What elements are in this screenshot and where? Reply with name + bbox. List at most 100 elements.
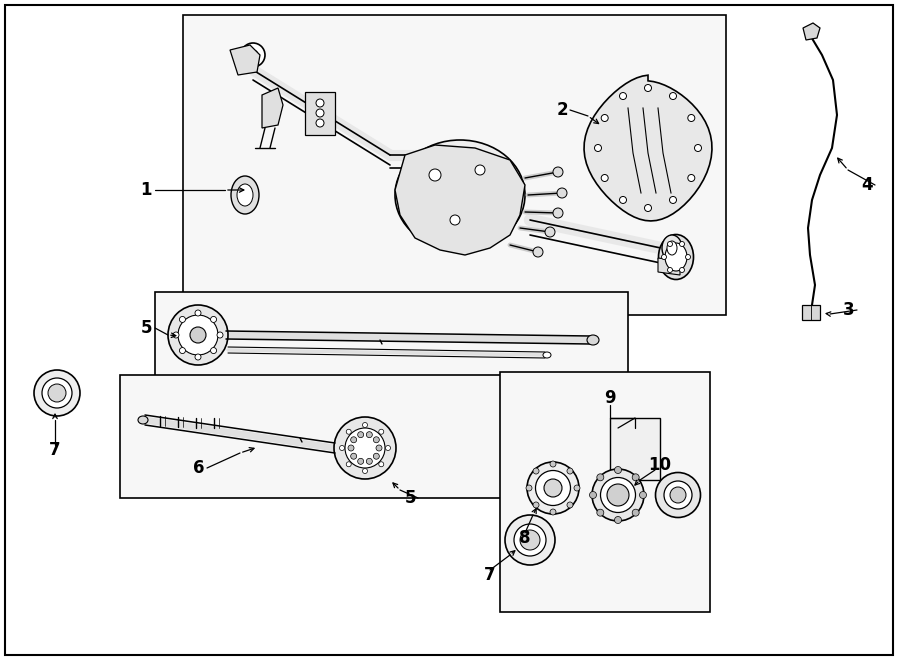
Ellipse shape [600,477,635,512]
Text: 4: 4 [861,176,873,194]
Circle shape [680,268,685,272]
Polygon shape [584,75,712,221]
Circle shape [316,109,324,117]
Circle shape [597,474,604,481]
Polygon shape [230,45,260,75]
Circle shape [173,332,179,338]
Circle shape [533,468,539,474]
Circle shape [379,429,383,434]
Circle shape [179,348,185,354]
Bar [500,372,710,612]
Ellipse shape [42,378,72,408]
Ellipse shape [168,305,228,365]
Circle shape [545,227,555,237]
Circle shape [670,196,677,204]
Circle shape [357,458,364,464]
Text: 10: 10 [649,456,671,474]
Circle shape [241,43,265,67]
Ellipse shape [670,487,686,503]
Circle shape [316,119,324,127]
Text: 5: 5 [404,489,416,507]
Circle shape [686,254,690,260]
Ellipse shape [237,184,253,206]
Polygon shape [262,88,283,128]
Circle shape [632,474,639,481]
Ellipse shape [527,462,579,514]
Circle shape [346,462,351,467]
Ellipse shape [514,524,546,556]
Text: 6: 6 [194,459,205,477]
Text: 7: 7 [484,566,496,584]
Polygon shape [803,23,820,40]
Ellipse shape [520,530,540,550]
Ellipse shape [395,140,525,250]
Circle shape [379,462,383,467]
Circle shape [357,432,364,438]
Ellipse shape [420,160,500,230]
Circle shape [553,208,563,218]
Circle shape [632,509,639,516]
Circle shape [590,492,597,498]
Text: 3: 3 [843,301,855,319]
Text: 8: 8 [519,529,531,547]
Polygon shape [155,292,628,378]
Circle shape [526,485,532,491]
Ellipse shape [48,384,66,402]
Ellipse shape [345,428,385,468]
Circle shape [366,432,373,438]
Text: 9: 9 [604,389,616,407]
Ellipse shape [231,176,259,214]
Ellipse shape [662,235,682,261]
Circle shape [179,317,185,323]
Ellipse shape [592,469,644,521]
Circle shape [619,196,626,204]
Ellipse shape [664,481,692,509]
Circle shape [363,469,367,473]
Circle shape [601,175,608,182]
Circle shape [644,85,652,91]
Polygon shape [183,15,726,315]
Ellipse shape [138,416,148,424]
Circle shape [195,354,201,360]
Circle shape [601,114,608,122]
Bar [610,418,660,480]
Ellipse shape [543,352,551,358]
Circle shape [557,188,567,198]
Circle shape [574,485,580,491]
Circle shape [662,254,667,260]
Circle shape [190,327,206,343]
Circle shape [550,509,556,515]
Circle shape [211,348,217,354]
Circle shape [351,453,356,459]
Polygon shape [395,145,525,255]
Ellipse shape [667,241,677,255]
Ellipse shape [536,471,571,506]
Circle shape [475,165,485,175]
Text: 1: 1 [140,181,152,199]
Circle shape [668,241,672,247]
Circle shape [688,114,695,122]
Ellipse shape [178,315,218,355]
Circle shape [385,446,391,451]
Text: 7: 7 [50,441,61,459]
Circle shape [553,167,563,177]
Ellipse shape [607,484,629,506]
Ellipse shape [334,417,396,479]
Polygon shape [658,258,680,275]
Circle shape [366,458,373,464]
Circle shape [695,145,701,151]
Circle shape [615,467,622,473]
Circle shape [351,437,356,443]
Circle shape [615,516,622,524]
Ellipse shape [659,235,694,280]
Circle shape [595,145,601,151]
Circle shape [374,453,379,459]
Polygon shape [802,305,820,320]
Text: 5: 5 [140,319,152,337]
Circle shape [533,502,539,508]
Circle shape [374,437,379,443]
Circle shape [670,93,677,100]
Ellipse shape [587,335,599,345]
Circle shape [644,204,652,212]
Circle shape [316,99,324,107]
